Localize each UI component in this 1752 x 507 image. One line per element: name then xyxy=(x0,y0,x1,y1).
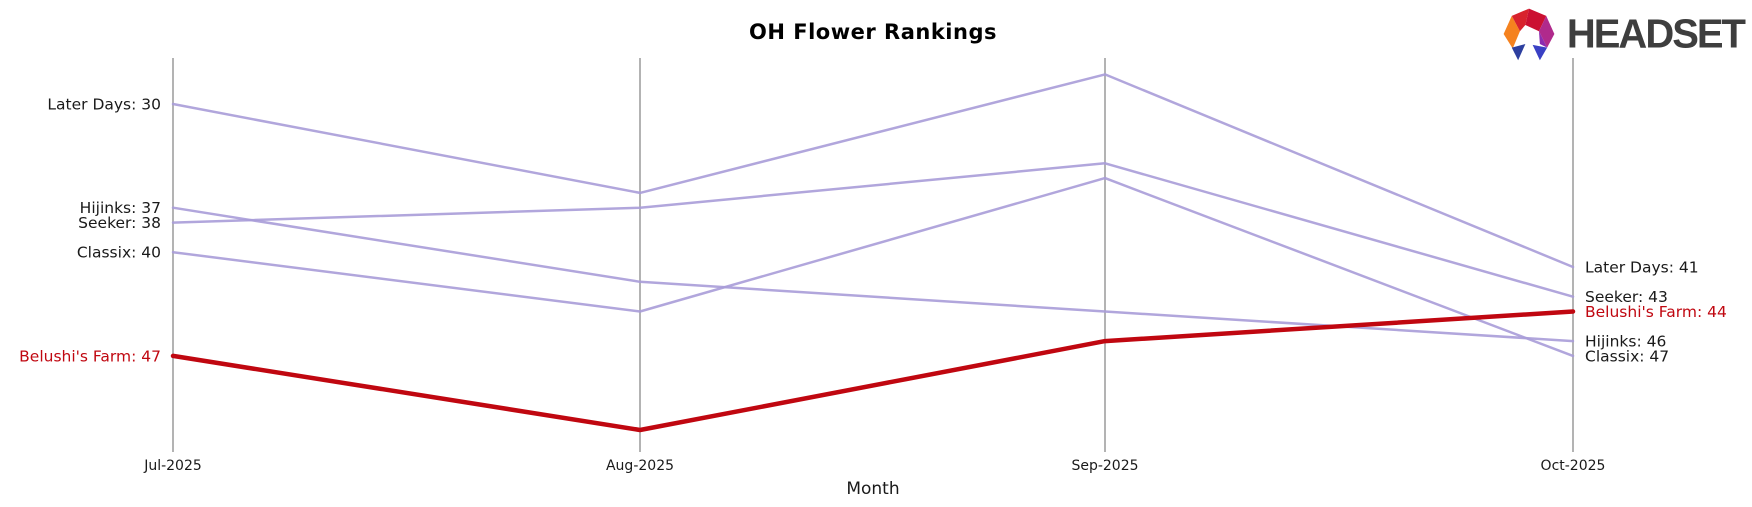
series-label-left-belushi-s-farm: Belushi's Farm: 47 xyxy=(19,347,161,365)
series-label-left-later-days: Later Days: 30 xyxy=(47,96,161,114)
x-tick-jul-2025: Jul-2025 xyxy=(143,458,202,474)
series-label-left-seeker: Seeker: 38 xyxy=(78,214,161,232)
series-label-right-belushi-s-farm: Belushi's Farm: 44 xyxy=(1585,303,1727,321)
headset-logo: HEADSET xyxy=(1500,5,1746,63)
x-tick-sep-2025: Sep-2025 xyxy=(1071,458,1138,474)
series-label-right-hijinks: Hijinks: 46 xyxy=(1585,333,1666,351)
series-label-left-hijinks: Hijinks: 37 xyxy=(80,199,161,217)
x-tick-oct-2025: Oct-2025 xyxy=(1541,458,1606,474)
series-label-right-later-days: Later Days: 41 xyxy=(1585,259,1699,277)
series-line-classix xyxy=(171,176,1575,358)
headset-logo-text: HEADSET xyxy=(1566,11,1746,57)
x-tick-aug-2025: Aug-2025 xyxy=(606,458,674,474)
series-line-seeker xyxy=(171,162,1575,298)
series-line-later-days xyxy=(171,73,1575,269)
x-axis-label: Month xyxy=(846,479,899,499)
series-label-right-classix: Classix: 47 xyxy=(1585,347,1669,365)
series-line-belushi-s-farm xyxy=(170,309,1576,433)
headset-logo-icon xyxy=(1503,8,1555,61)
chart-title: OH Flower Rankings xyxy=(749,20,997,44)
series-line-hijinks xyxy=(171,206,1575,343)
series-label-left-classix: Classix: 40 xyxy=(77,244,161,262)
series-label-right-seeker: Seeker: 43 xyxy=(1585,288,1668,306)
